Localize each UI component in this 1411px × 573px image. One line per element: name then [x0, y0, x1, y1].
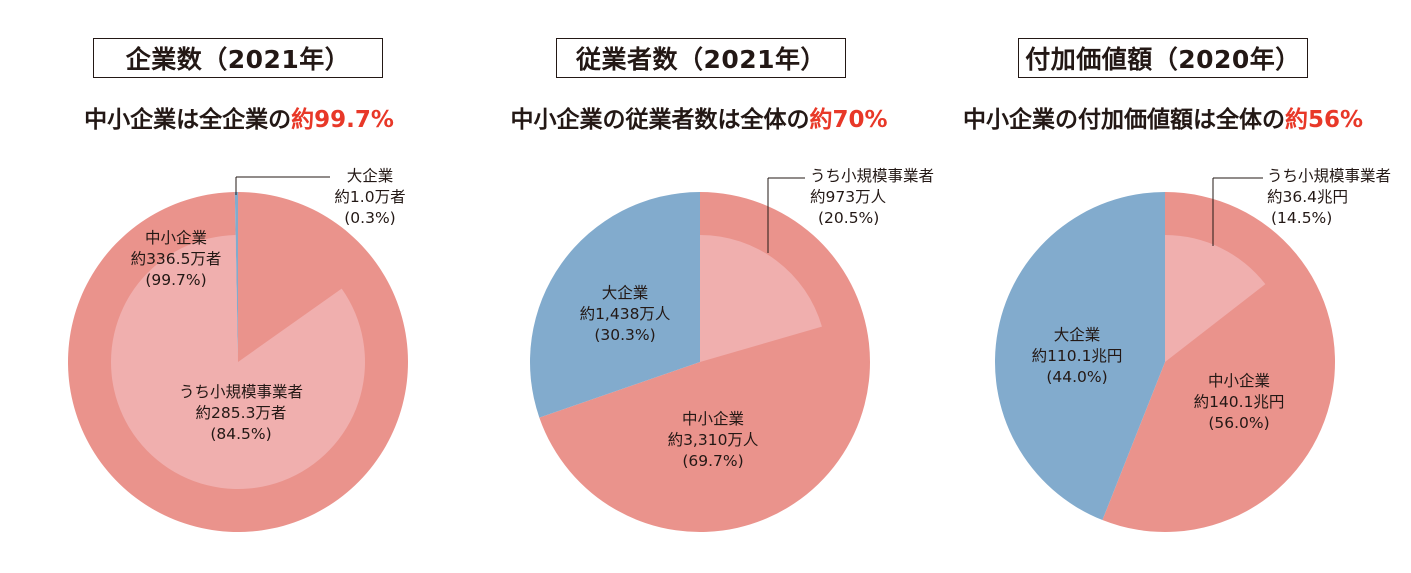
- pie-inner-slice: [700, 235, 822, 362]
- slice-amount: 約140.1兆円: [1193, 393, 1285, 411]
- pie-slice: [994, 192, 1165, 521]
- chart-panel-value-added: 付加価値額（2020年） 中小企業の付加価値額は全体の約56% うち小規模事業者…: [930, 0, 1400, 573]
- slice-share: (99.7%): [145, 271, 207, 289]
- slice-name: 中小企業: [681, 410, 744, 428]
- chart-panel-employees: 従業者数（2021年） 中小企業の従業者数は全体の約70% うち小規模事業者 約…: [465, 0, 935, 573]
- pie-slice: [234, 192, 238, 362]
- subtitle-text: 中小企業の従業者数は全体の: [510, 107, 810, 133]
- slice-share: (56.0%): [1208, 414, 1270, 432]
- pie-chart: [67, 176, 408, 532]
- chart-subtitle: 中小企業の従業者数は全体の約70%: [464, 100, 934, 134]
- chart-subtitle: 中小企業は全企業の約99.7%: [4, 100, 474, 134]
- slice-share: (30.3%): [594, 326, 656, 344]
- pie-slice: [530, 192, 700, 418]
- subtitle-text: 中小企業は全企業の: [84, 107, 292, 133]
- slice-name: 大企業: [601, 284, 649, 302]
- slice-label-micro: うち小規模事業者 約285.3万者 (84.5%): [179, 382, 303, 445]
- slice-name: うち小規模事業者: [178, 383, 304, 401]
- pie-chart: [994, 177, 1335, 532]
- slice-amount: 約110.1兆円: [1031, 347, 1123, 365]
- chart-subtitle: 中小企業の付加価値額は全体の約56%: [928, 100, 1398, 134]
- slice-amount: 約336.5万者: [130, 250, 222, 268]
- slice-amount: 約285.3万者: [195, 404, 287, 422]
- slice-label-large: 大企業 約110.1兆円 (44.0%): [1032, 325, 1123, 388]
- slice-name: 中小企業: [1207, 372, 1270, 390]
- slice-amount: 約1,438万人: [579, 305, 671, 323]
- slice-name: 中小企業: [144, 229, 207, 247]
- slice-share: (69.7%): [682, 452, 744, 470]
- slice-name: うち小規模事業者: [1267, 167, 1392, 185]
- slice-amount: 約3,310万人: [667, 431, 759, 449]
- slice-name: うち小規模事業者: [810, 167, 935, 185]
- pie-inner-slice: [111, 235, 366, 489]
- slice-label-small: 中小企業 約140.1兆円 (56.0%): [1194, 371, 1285, 434]
- chart-panel-companies: 企業数（2021年） 中小企業は全企業の約99.7% 大企業 約1.0万者 (0…: [0, 0, 470, 573]
- subtitle-highlight: 約56%: [1284, 107, 1364, 133]
- subtitle-text: 中小企業の付加価値額は全体の: [962, 107, 1285, 133]
- slice-amount: 約1.0万者: [334, 188, 406, 206]
- subtitle-highlight: 約99.7%: [291, 107, 394, 133]
- slice-amount: 約973万人: [810, 188, 887, 206]
- slice-amount: 約36.4兆円: [1267, 188, 1349, 206]
- subtitle-highlight: 約70%: [809, 107, 888, 133]
- slice-label-micro: うち小規模事業者 約36.4兆円 (14.5%): [1267, 166, 1391, 229]
- slice-share: (44.0%): [1046, 368, 1108, 386]
- slice-share: (0.3%): [344, 209, 396, 227]
- slice-name: 大企業: [1053, 326, 1101, 344]
- slice-share: (14.5%): [1271, 209, 1333, 227]
- pie-inner-slice: [1165, 235, 1266, 362]
- slice-share: (84.5%): [210, 425, 272, 443]
- pie-chart: [530, 177, 870, 532]
- slice-label-micro: うち小規模事業者 約973万人 (20.5%): [810, 166, 934, 229]
- slice-name: 大企業: [346, 167, 394, 185]
- slice-label-large: 大企業 約1,438万人 (30.3%): [580, 283, 671, 346]
- slice-label-small: 中小企業 約336.5万者 (99.7%): [131, 228, 222, 291]
- slice-share: (20.5%): [818, 209, 880, 227]
- chart-title: 従業者数（2021年）: [556, 38, 846, 78]
- pie-slice: [1102, 192, 1335, 532]
- slice-label-small: 中小企業 約3,310万人 (69.7%): [668, 409, 759, 472]
- chart-title: 付加価値額（2020年）: [1018, 38, 1308, 78]
- chart-title: 企業数（2021年）: [93, 38, 383, 78]
- slice-label-large: 大企業 約1.0万者 (0.3%): [334, 166, 405, 229]
